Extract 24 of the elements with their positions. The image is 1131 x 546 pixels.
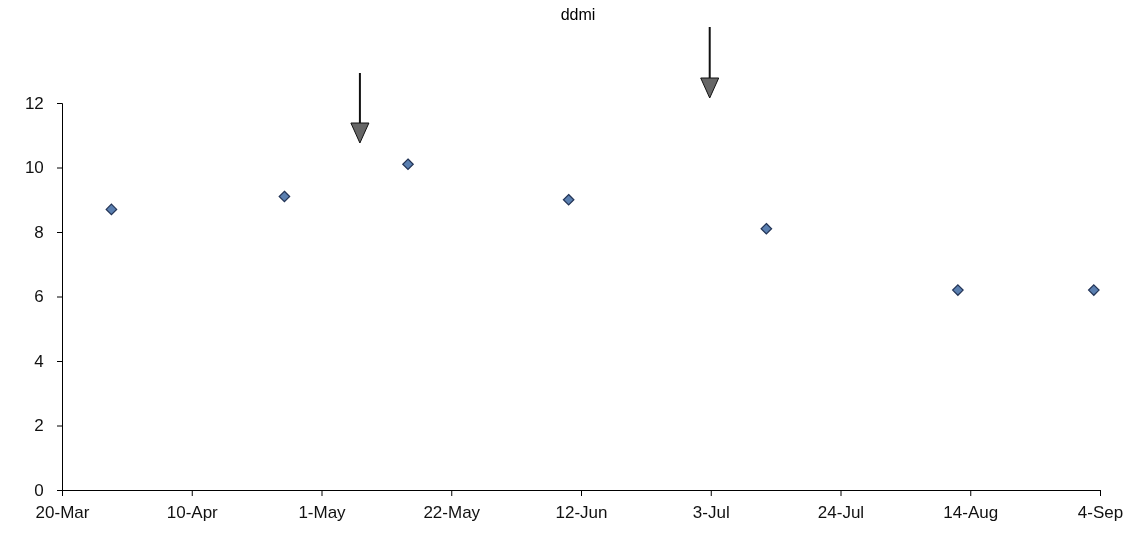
y-tick-label: 10 [24,158,44,178]
y-tick-label: 2 [34,416,44,436]
point [562,193,575,206]
x-tick-label: 12-Jun [555,502,608,522]
x-tick-label: 20-Mar [35,502,90,522]
x-tick-label: 24-Jul [817,502,865,522]
x-tick-label: 3-Jul [692,502,730,522]
y-tick-label: 12 [24,93,44,113]
x-tick-label: 22-May [423,502,481,522]
x-tick-label: 10-Apr [166,502,219,522]
y-tick-label: 8 [34,222,44,242]
point [1087,284,1100,296]
point [760,222,773,235]
point [278,190,291,203]
y-tick-label: 0 [34,480,44,500]
point [402,158,414,171]
y-tick-label: 6 [34,287,44,307]
x-tick-label: 1-May [298,502,347,522]
point [952,284,964,296]
chart-title: ddmi [560,6,596,23]
y-tick-label: 4 [34,351,44,371]
point [105,203,118,216]
x-tick-label: 4-Sep [1077,502,1124,522]
x-tick-label: 14-Aug [943,502,999,522]
